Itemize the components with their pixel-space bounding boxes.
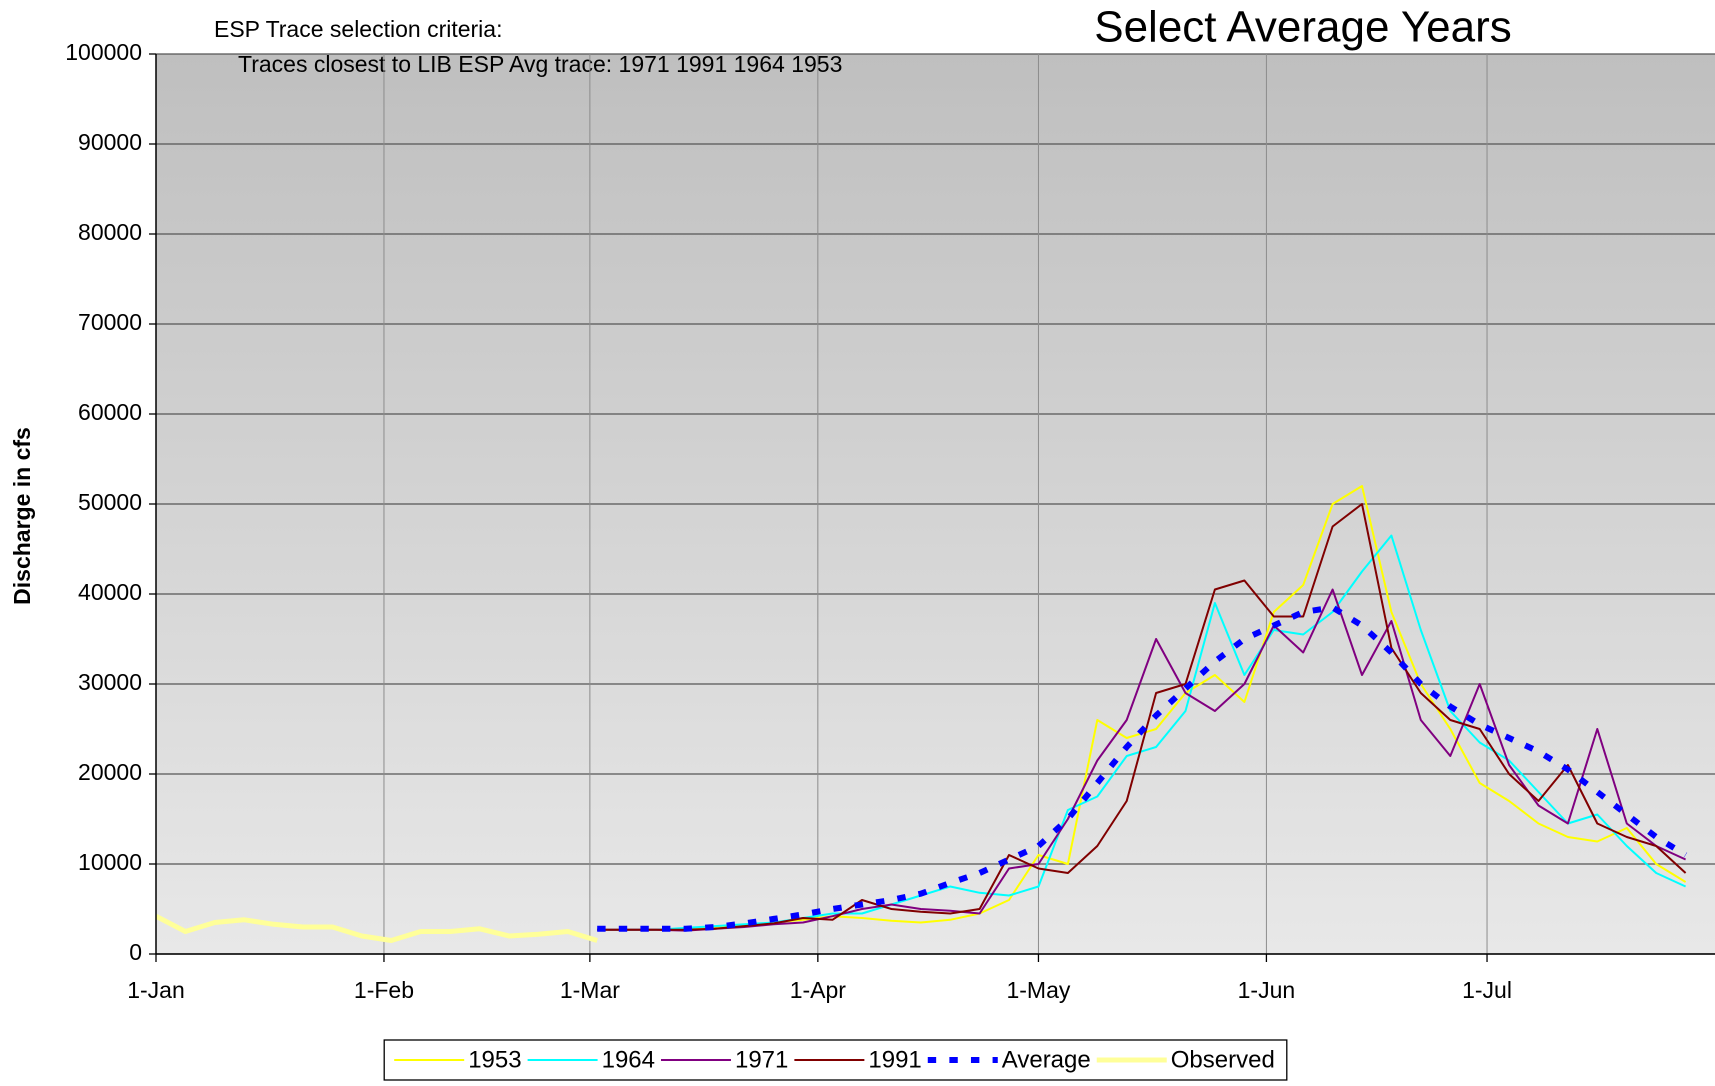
x-tick-label: 1-Jan xyxy=(127,977,185,1003)
x-tick-label: 1-Jul xyxy=(1462,977,1512,1003)
y-tick-label: 30000 xyxy=(78,669,142,695)
x-tick-label: 1-May xyxy=(1006,977,1070,1003)
y-tick-label: 50000 xyxy=(78,489,142,515)
axes: 0 10000 20000 30000 40000 50000 60000 70000 8000… xyxy=(65,39,1715,1003)
series-line xyxy=(597,588,1687,932)
x-tick-label: 1-Mar xyxy=(560,977,620,1003)
x-tick-label: 1-Apr xyxy=(790,977,847,1003)
series-lines xyxy=(156,485,1688,943)
annotation: Traces closest to LIB ESP Avg trace: 197… xyxy=(238,51,842,77)
annotation: ESP Trace selection criteria: xyxy=(214,16,502,42)
legend: 1953 1964 1971 1991 Average Observed xyxy=(383,1039,1288,1081)
y-tick-label: 80000 xyxy=(78,219,142,245)
series-line xyxy=(597,604,1688,932)
y-tick-label: 90000 xyxy=(78,129,142,155)
legend-label: 1953 xyxy=(468,1046,521,1073)
series-line xyxy=(597,503,1687,931)
x-tick-label: 1-Jun xyxy=(1238,977,1296,1003)
legend-label: 1971 xyxy=(735,1046,788,1073)
series-line xyxy=(156,913,598,943)
legend-label: 1964 xyxy=(602,1046,655,1073)
legend-label: Observed xyxy=(1171,1046,1275,1073)
y-tick-label: 100000 xyxy=(65,39,142,65)
y-axis-label: Discharge in cfs xyxy=(9,427,35,605)
y-tick-label: 70000 xyxy=(78,309,142,335)
legend-label: Average xyxy=(1002,1046,1091,1073)
y-tick-label: 40000 xyxy=(78,579,142,605)
x-tick-label: 1-Feb xyxy=(354,977,414,1003)
y-tick-label: 0 xyxy=(129,939,142,965)
grid xyxy=(155,53,1715,955)
y-tick-label: 20000 xyxy=(78,759,142,785)
legend-label: 1991 xyxy=(868,1046,921,1073)
y-tick-label: 10000 xyxy=(78,849,142,875)
chart-title: Select Average Years xyxy=(1094,3,1512,52)
y-tick-label: 60000 xyxy=(78,399,142,425)
